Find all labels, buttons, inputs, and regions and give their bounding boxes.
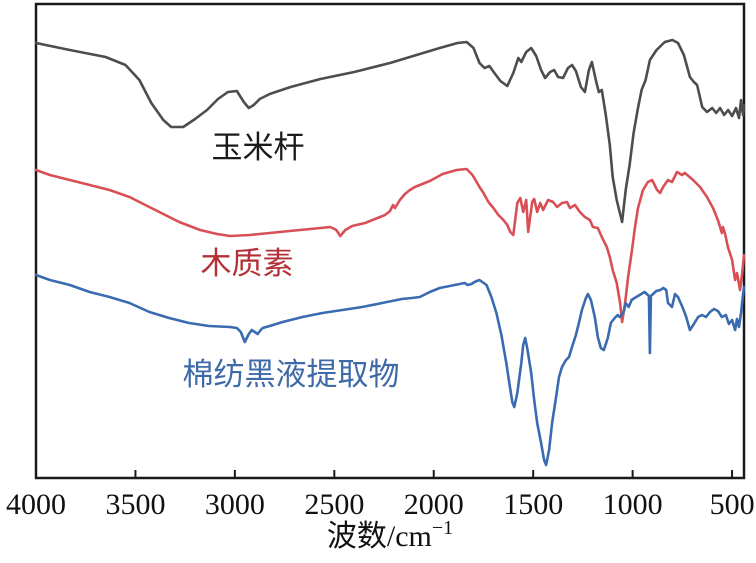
spectra-curves-group xyxy=(34,38,746,467)
x-axis-tick-label: 500 xyxy=(710,488,755,521)
curve-label-lignin: 木质素 xyxy=(201,246,294,281)
x-axis-tick-labels-group: 4000 3500 3000 2500 2000 1500 1000 500 xyxy=(6,488,755,521)
x-axis-tick-label: 4000 xyxy=(6,488,66,521)
x-axis-tick-label: 1000 xyxy=(603,488,663,521)
x-axis-tick-label: 1500 xyxy=(503,488,563,521)
x-axis-ticks-group xyxy=(35,470,734,478)
x-axis-tick-label: 3500 xyxy=(105,488,165,521)
curve-label-corn-stalk: 玉米杆 xyxy=(212,130,305,165)
spectrum-curve-lignin xyxy=(34,167,746,324)
x-axis-tick-label: 2000 xyxy=(404,488,464,521)
curve-label-black-liquor-extract: 棉纺黑液提取物 xyxy=(183,357,400,392)
spectrum-curve-corn-stalk xyxy=(34,38,746,224)
spectrum-curve-black-liquor-extract xyxy=(34,273,746,467)
plot-border xyxy=(34,2,746,480)
x-axis-title-exponent: −1 xyxy=(432,517,453,539)
x-axis-title: 波数/cm−1 xyxy=(327,517,453,553)
x-axis-tick-label: 2500 xyxy=(304,488,364,521)
x-axis-tick-label: 3000 xyxy=(205,488,265,521)
